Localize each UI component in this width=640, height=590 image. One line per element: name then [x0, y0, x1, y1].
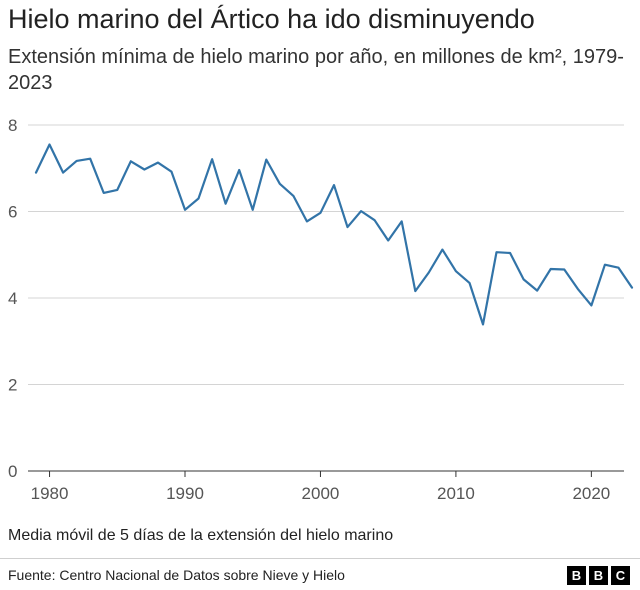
y-tick-label: 6 — [8, 203, 17, 222]
source-text: Fuente: Centro Nacional de Datos sobre N… — [8, 567, 345, 583]
series-line — [34, 143, 634, 326]
chart-note: Media móvil de 5 días de la extensión de… — [8, 527, 394, 544]
chart-title: Hielo marino del Ártico ha ido disminuye… — [8, 4, 535, 34]
x-tick-label: 2000 — [302, 484, 340, 503]
series-layer — [34, 143, 634, 326]
y-tick-labels: 0 2 4 6 8 — [8, 116, 17, 481]
y-tick-label: 8 — [8, 116, 17, 135]
x-tick-labels: 1980 1990 2000 2010 2020 — [31, 471, 610, 503]
y-tick-label: 0 — [8, 462, 17, 481]
x-tick-label: 2010 — [437, 484, 475, 503]
x-tick-label: 2020 — [572, 484, 610, 503]
y-tick-label: 4 — [8, 289, 17, 308]
line-chart: 0 2 4 6 8 1980 1990 2000 2010 2020 — [8, 116, 634, 503]
y-tick-label: 2 — [8, 376, 17, 395]
grid-layer — [28, 124, 624, 472]
logo-letter: C — [611, 566, 630, 585]
logo-letter: B — [567, 566, 586, 585]
chart-subtitle: Extensión mínima de hielo marino por año… — [8, 46, 624, 94]
logo-letter: B — [589, 566, 608, 585]
bbc-logo: B B C — [567, 566, 630, 585]
x-tick-label: 1980 — [31, 484, 69, 503]
footer-divider — [0, 558, 640, 559]
x-tick-label: 1990 — [166, 484, 204, 503]
